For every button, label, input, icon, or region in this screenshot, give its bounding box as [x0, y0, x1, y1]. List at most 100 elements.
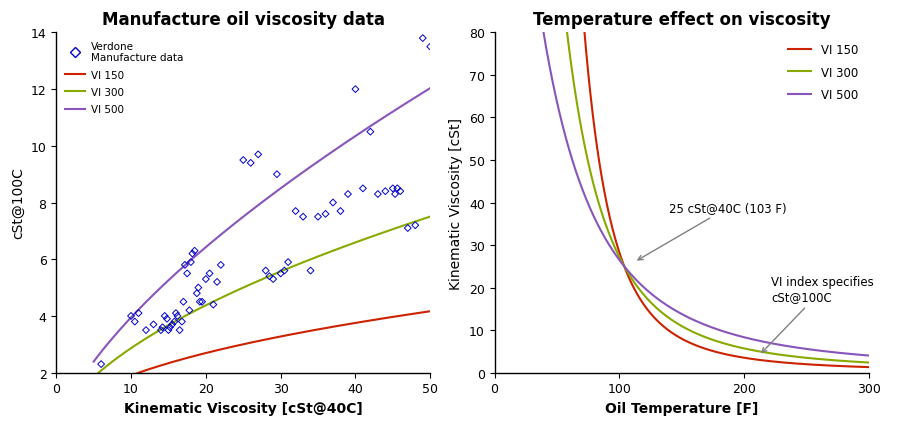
Point: [348, 86, 363, 93]
Point: [371, 191, 385, 198]
Point: [390, 185, 404, 192]
Point: [266, 276, 281, 283]
Line: VI 150: VI 150: [539, 0, 868, 367]
VI 150: [592, 150, 603, 155]
Point: [177, 262, 192, 269]
Point: [364, 129, 378, 136]
Point: [131, 310, 146, 317]
Point: [154, 327, 168, 334]
Point: [156, 324, 170, 331]
Point: [244, 160, 258, 167]
Point: [423, 44, 437, 51]
VI 500: [782, 344, 793, 349]
Point: [173, 327, 187, 334]
Line: VI 300: VI 300: [539, 0, 868, 363]
Point: [139, 327, 153, 334]
X-axis label: Oil Temperature [F]: Oil Temperature [F]: [605, 401, 759, 415]
Point: [210, 279, 224, 286]
Point: [128, 318, 142, 325]
Point: [356, 185, 370, 192]
Point: [326, 200, 340, 207]
Legend: Verdone
Manufacture data, VI 150, VI 300, VI 500: Verdone Manufacture data, VI 150, VI 300…: [61, 39, 186, 118]
Point: [236, 157, 250, 164]
VI 150: [782, 360, 793, 366]
Point: [175, 318, 189, 325]
Point: [187, 248, 202, 255]
VI 500: [754, 338, 765, 343]
Point: [251, 152, 266, 158]
Point: [258, 268, 273, 274]
Point: [393, 188, 408, 195]
Point: [176, 299, 191, 305]
Point: [190, 290, 204, 297]
Point: [170, 313, 184, 320]
VI 300: [782, 353, 793, 358]
VI 300: [618, 264, 629, 269]
Point: [274, 271, 288, 277]
Point: [202, 271, 217, 277]
Point: [303, 268, 318, 274]
Point: [206, 302, 220, 308]
Point: [319, 211, 333, 218]
Title: Temperature effect on viscosity: Temperature effect on viscosity: [533, 11, 831, 29]
Point: [270, 171, 284, 178]
VI 300: [863, 360, 874, 365]
Legend: VI 150, VI 300, VI 500: VI 150, VI 300, VI 500: [783, 39, 863, 106]
Point: [165, 321, 179, 328]
Point: [167, 318, 182, 325]
Point: [388, 191, 402, 198]
Point: [310, 214, 325, 221]
Point: [182, 307, 196, 314]
Point: [158, 313, 172, 320]
Point: [262, 273, 276, 280]
VI 300: [683, 327, 694, 332]
Point: [341, 191, 356, 198]
Point: [163, 324, 177, 331]
Point: [296, 214, 310, 221]
Point: [191, 285, 205, 291]
Point: [333, 208, 347, 215]
Point: [193, 299, 207, 305]
Text: 25 cSt@40C (103 F): 25 cSt@40C (103 F): [638, 201, 787, 260]
X-axis label: Kinematic Viscosity [cSt@40C]: Kinematic Viscosity [cSt@40C]: [124, 401, 363, 415]
VI 150: [863, 365, 874, 370]
VI 150: [618, 264, 629, 269]
VI 300: [754, 349, 765, 354]
VI 150: [754, 357, 765, 363]
Title: Manufacture oil viscosity data: Manufacture oil viscosity data: [102, 11, 384, 29]
VI 500: [728, 332, 739, 337]
Point: [147, 321, 161, 328]
Point: [288, 208, 302, 215]
VI 150: [728, 354, 739, 359]
VI 500: [592, 222, 603, 227]
Point: [408, 222, 422, 229]
Point: [124, 313, 139, 320]
Point: [213, 262, 228, 269]
Point: [161, 327, 176, 334]
VI 500: [618, 264, 629, 269]
Y-axis label: Kinematic Viscosity [cSt]: Kinematic Viscosity [cSt]: [449, 117, 464, 289]
Point: [160, 316, 175, 322]
Point: [199, 276, 213, 283]
VI 300: [592, 198, 603, 203]
VI 300: [728, 343, 739, 348]
Point: [281, 259, 295, 266]
VI 150: [683, 340, 694, 345]
Point: [378, 188, 392, 195]
Point: [416, 36, 430, 43]
VI 500: [683, 315, 694, 320]
Point: [184, 259, 198, 266]
Y-axis label: cSt@100C: cSt@100C: [11, 167, 25, 239]
Point: [94, 361, 108, 368]
Line: VI 500: VI 500: [539, 8, 868, 356]
Point: [385, 185, 400, 192]
Point: [195, 299, 210, 305]
VI 500: [863, 353, 874, 358]
Point: [185, 250, 200, 257]
Point: [168, 310, 183, 317]
Text: VI index specifies
cSt@100C: VI index specifies cSt@100C: [762, 276, 874, 353]
Point: [180, 271, 194, 277]
VI 500: [534, 6, 544, 11]
Point: [400, 225, 415, 232]
Point: [277, 268, 292, 274]
